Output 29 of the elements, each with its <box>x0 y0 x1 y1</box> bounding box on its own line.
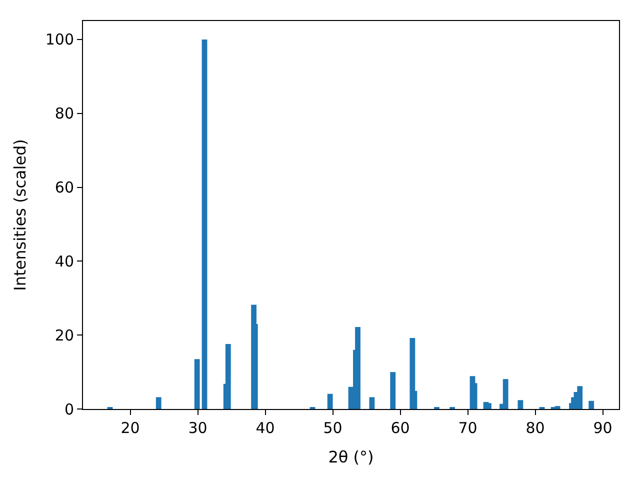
bar <box>369 397 375 409</box>
y-tick-label: 60 <box>54 178 74 197</box>
x-tick-label: 20 <box>120 419 140 437</box>
bar <box>577 386 583 409</box>
y-tick-label: 20 <box>54 326 74 344</box>
bar <box>202 39 208 409</box>
y-tick-label: 80 <box>54 104 74 123</box>
y-tick-label: 100 <box>45 30 74 49</box>
x-tick-label: 90 <box>593 419 612 437</box>
x-tick-label: 70 <box>458 419 478 437</box>
bar <box>225 344 231 409</box>
y-tick-label: 40 <box>54 252 74 270</box>
bar <box>194 359 200 409</box>
bar <box>502 379 508 409</box>
bar <box>156 397 162 409</box>
bar <box>518 400 524 409</box>
bar <box>355 326 360 409</box>
x-tick-label: 40 <box>256 419 275 437</box>
bar <box>327 394 333 409</box>
x-tick-label: 80 <box>526 419 545 437</box>
y-axis-title: Intensities (scaled) <box>10 139 30 291</box>
bar <box>588 400 594 409</box>
x-tick-label: 30 <box>188 419 208 437</box>
y-tick-label: 0 <box>64 400 74 418</box>
x-axis-title: 2θ (°) <box>328 448 374 467</box>
x-tick-label: 60 <box>390 419 410 437</box>
x-tick-label: 50 <box>323 419 342 437</box>
bar <box>390 372 396 409</box>
bar <box>554 406 560 409</box>
